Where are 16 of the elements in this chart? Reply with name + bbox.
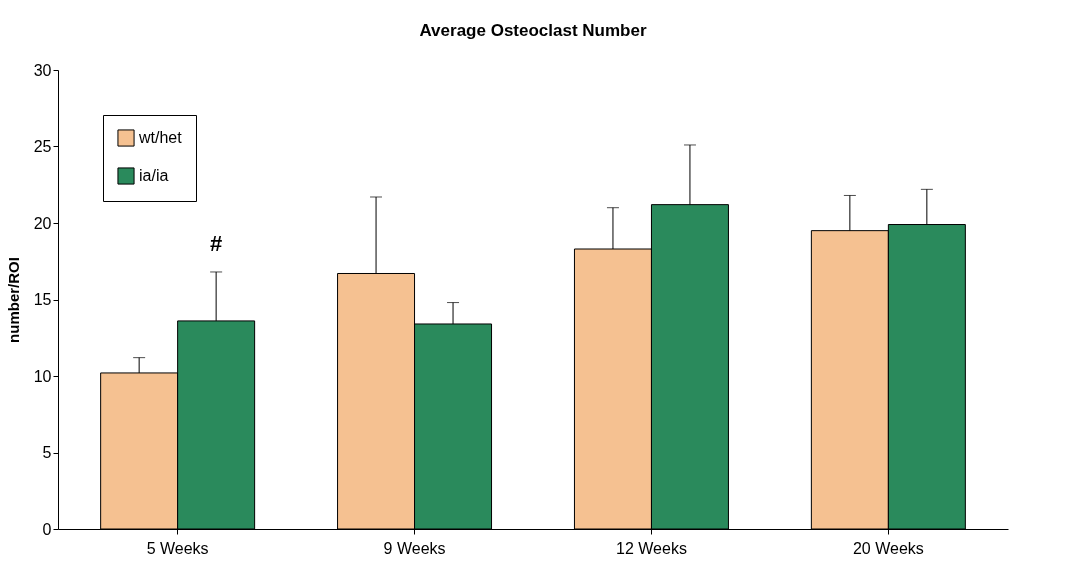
x-tick-label: 12 Weeks <box>616 539 687 557</box>
x-tick-label: 9 Weeks <box>383 539 446 557</box>
annotation: # <box>210 230 223 256</box>
chart-title: Average Osteoclast Number <box>419 21 647 40</box>
legend-label: ia/ia <box>139 167 169 184</box>
y-tick-label: 20 <box>33 214 52 232</box>
x-tick-label: 5 Weeks <box>146 539 209 557</box>
x-tick-label: 20 Weeks <box>852 539 924 557</box>
legend-label: wt/het <box>138 129 183 146</box>
y-tick-label: 30 <box>33 61 52 79</box>
y-tick-label: 0 <box>42 520 52 538</box>
y-tick-label: 5 <box>42 444 52 461</box>
y-tick-label: 25 <box>33 138 52 155</box>
y-tick-label: 15 <box>33 291 52 308</box>
y-axis-title: number/ROI <box>4 257 22 343</box>
y-tick-label: 10 <box>33 367 52 385</box>
